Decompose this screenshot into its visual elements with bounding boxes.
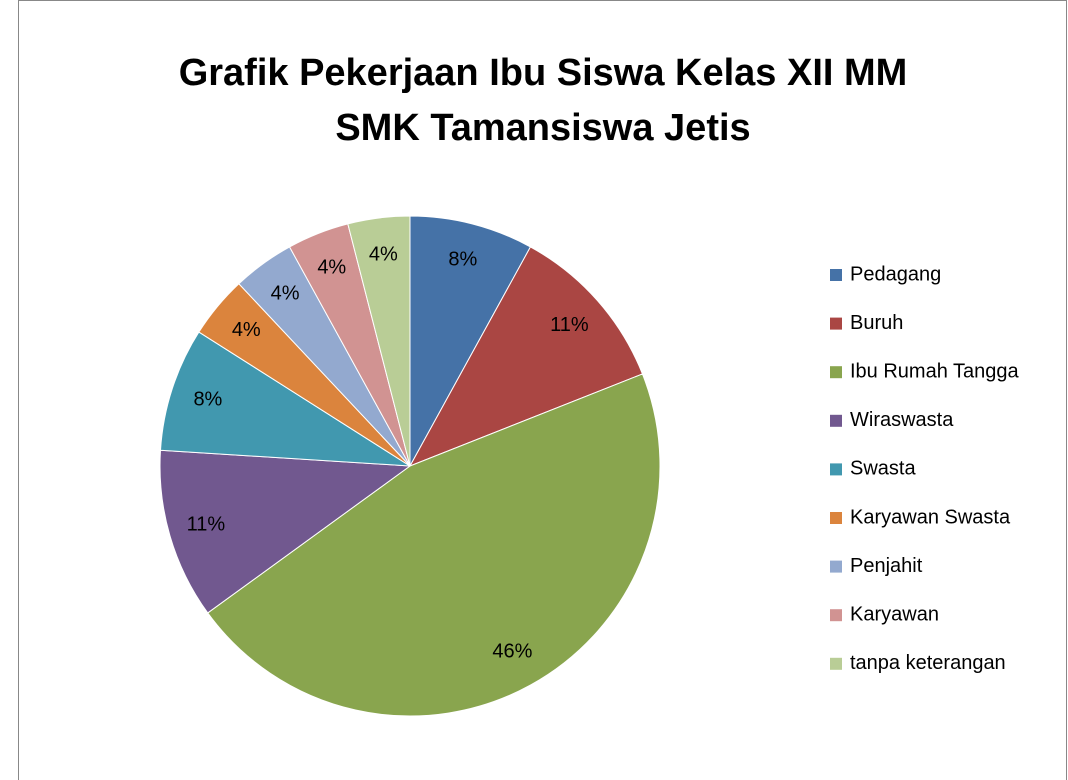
pie-slice: [207, 373, 661, 717]
legend-swatch: [830, 463, 842, 476]
legend-swatch: [830, 269, 842, 281]
legend-swatch: [830, 317, 842, 330]
legend-label: Penjahit: [850, 555, 923, 577]
legend-label: Pedagang: [850, 263, 941, 285]
data-label: 4%: [317, 257, 346, 279]
legend-label: Wiraswasta: [850, 409, 954, 431]
data-label: 4%: [232, 319, 261, 341]
legend-label: Buruh: [850, 312, 903, 334]
pie-slice: [159, 331, 411, 467]
legend-label: Ibu Rumah Tangga: [850, 360, 1020, 382]
legend-label: Karyawan: [850, 603, 939, 625]
legend-swatch: [830, 657, 842, 670]
legend-swatch: [830, 512, 842, 524]
pie-slice: [408, 246, 644, 467]
pie-slice: [409, 215, 532, 467]
pie-slice: [347, 215, 411, 467]
legend-swatch: [830, 560, 842, 573]
legend-swatch: [830, 414, 842, 427]
data-label: 8%: [193, 389, 222, 411]
pie-slice: [159, 449, 412, 614]
legend-label: Swasta: [850, 458, 916, 480]
data-label: 4%: [369, 243, 398, 265]
legend-swatch: [830, 366, 842, 379]
data-label: 11%: [550, 314, 589, 336]
data-label: 11%: [187, 514, 226, 536]
legend-swatch: [830, 609, 842, 622]
data-label: 8%: [448, 248, 477, 270]
legend-label: Karyawan Swasta: [850, 506, 1011, 528]
chart-title: Grafik Pekerjaan Ibu Siswa Kelas XII MM: [179, 52, 908, 94]
data-label: 46%: [492, 640, 532, 662]
data-label: 4%: [271, 282, 300, 304]
chart-title: SMK Tamansiswa Jetis: [335, 107, 750, 149]
legend-label: tanpa keterangan: [850, 652, 1006, 674]
